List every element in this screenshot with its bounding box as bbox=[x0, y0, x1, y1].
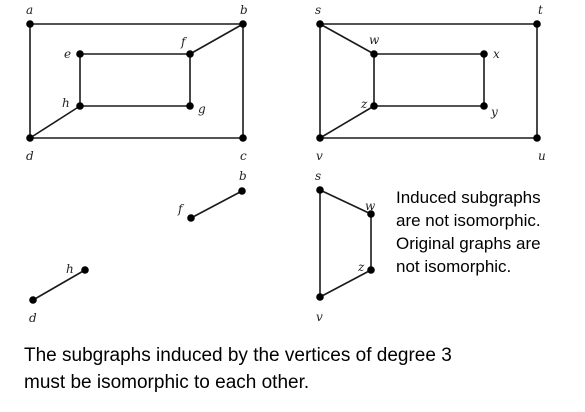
vertex-label-u: u bbox=[538, 149, 546, 163]
note-line-1: Induced subgraphs bbox=[396, 188, 541, 207]
caption-line-2: must be isomorphic to each other. bbox=[24, 372, 310, 393]
vertex-x bbox=[480, 50, 488, 58]
vertex-e bbox=[76, 50, 84, 58]
vertex-g bbox=[186, 102, 194, 110]
vertex-label-s: s bbox=[315, 169, 321, 183]
vertex-w bbox=[370, 50, 378, 58]
vertex-label-w: w bbox=[369, 33, 380, 47]
caption-line-1: The subgraphs induced by the vertices of… bbox=[24, 345, 452, 366]
vertex-label-s: s bbox=[315, 3, 321, 17]
edge-z-v bbox=[319, 269, 372, 298]
isomorphism-note: Induced subgraphs are not isomorphic. Or… bbox=[396, 186, 582, 278]
edge-f-b bbox=[190, 190, 243, 219]
vertex-label-b: b bbox=[240, 3, 248, 17]
vertex-label-v: v bbox=[316, 310, 323, 324]
vertex-label-c: c bbox=[240, 149, 247, 163]
vertex-label-g: g bbox=[198, 102, 206, 116]
vertex-label-v: v bbox=[316, 149, 323, 163]
vertex-u bbox=[533, 134, 541, 142]
vertex-label-f: f bbox=[180, 35, 188, 49]
vertex-label-h: h bbox=[66, 262, 74, 276]
vertex-d bbox=[26, 134, 34, 142]
vertex-f bbox=[187, 214, 195, 222]
edge-s-w bbox=[319, 23, 375, 55]
vertex-c bbox=[239, 134, 247, 142]
vertex-b bbox=[239, 20, 247, 28]
edge-s-w bbox=[319, 189, 372, 215]
vertex-w bbox=[367, 210, 375, 218]
vertex-label-y: y bbox=[490, 105, 498, 119]
vertex-label-f: f bbox=[177, 202, 185, 216]
vertex-label-z: z bbox=[360, 97, 368, 111]
vertex-t bbox=[533, 20, 541, 28]
note-line-2: are not isomorphic. bbox=[396, 211, 541, 230]
vertex-label-z: z bbox=[357, 260, 365, 274]
edge-v-z bbox=[319, 105, 375, 139]
vertex-v bbox=[316, 293, 324, 301]
edge-d-h bbox=[29, 105, 81, 139]
vertex-b bbox=[238, 187, 246, 195]
vertex-label-h: h bbox=[62, 96, 70, 110]
vertex-label-t: t bbox=[538, 3, 543, 17]
vertex-label-e: e bbox=[64, 47, 71, 61]
vertex-z bbox=[370, 102, 378, 110]
vertex-y bbox=[480, 102, 488, 110]
vertex-d bbox=[29, 296, 37, 304]
graph-g2: s t u v w x y z bbox=[315, 3, 546, 163]
vertex-label-b: b bbox=[239, 169, 247, 183]
vertex-h bbox=[81, 266, 89, 274]
vertex-label-w: w bbox=[365, 199, 376, 213]
induced-g2: s w z v bbox=[315, 169, 376, 324]
vertex-label-a: a bbox=[26, 3, 33, 17]
vertex-label-d: d bbox=[26, 149, 34, 163]
vertex-h bbox=[76, 102, 84, 110]
induced-g1: f b h d bbox=[29, 169, 247, 325]
vertex-v bbox=[316, 134, 324, 142]
graph-g1: a b c d e f g h bbox=[26, 3, 248, 163]
note-line-4: not isomorphic. bbox=[396, 257, 512, 276]
edge-h-d bbox=[32, 269, 86, 301]
vertex-a bbox=[26, 20, 34, 28]
vertex-label-d: d bbox=[29, 311, 37, 325]
vertex-label-x: x bbox=[493, 47, 500, 61]
edge-b-f bbox=[189, 23, 244, 55]
vertex-s bbox=[316, 186, 324, 194]
caption: The subgraphs induced by the vertices of… bbox=[24, 342, 584, 396]
vertex-f bbox=[186, 50, 194, 58]
note-line-3: Original graphs are bbox=[396, 234, 541, 253]
vertex-z bbox=[367, 266, 375, 274]
vertex-s bbox=[316, 20, 324, 28]
